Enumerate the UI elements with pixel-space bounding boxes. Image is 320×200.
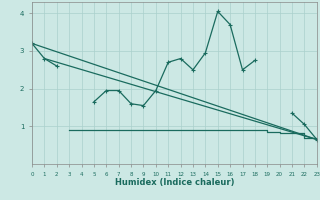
X-axis label: Humidex (Indice chaleur): Humidex (Indice chaleur) [115,178,234,187]
